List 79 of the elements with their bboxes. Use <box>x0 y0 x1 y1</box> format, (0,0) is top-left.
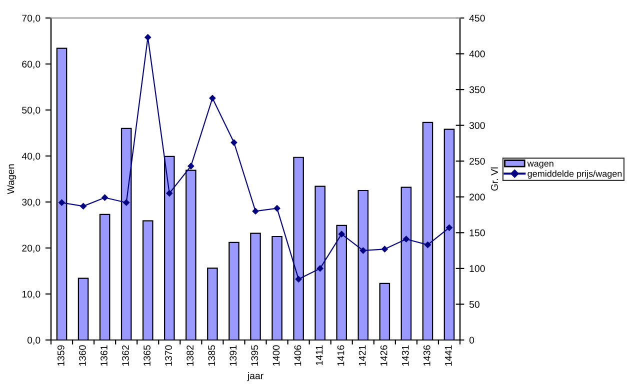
point <box>188 162 194 170</box>
point <box>209 94 216 102</box>
y-tick-label: 20,0 <box>22 244 40 253</box>
y2-tick-label: 0 <box>469 336 474 344</box>
x-tick-label: 1359 <box>57 345 64 366</box>
x-tick-label: 1421 <box>358 345 366 366</box>
x-tick-label: 1382 <box>186 345 194 366</box>
point <box>403 236 410 242</box>
y-axis-title: Wagen <box>7 164 16 194</box>
legend-label: wagen <box>527 162 554 168</box>
y-tick-label: 70,0 <box>22 14 40 23</box>
y2-tick-label: 250 <box>470 158 485 165</box>
x-tick-label: 1406 <box>294 345 302 366</box>
point <box>316 265 324 272</box>
y-tick-label: 10,0 <box>22 290 40 299</box>
y-tick-label: 0,0 <box>27 336 40 345</box>
point <box>424 242 431 248</box>
point <box>123 199 130 206</box>
point <box>144 34 152 40</box>
y-tick-label: 50,0 <box>22 106 40 115</box>
bar <box>314 186 326 340</box>
y2-tick-label: 150 <box>470 229 485 236</box>
bar <box>358 190 369 340</box>
point <box>80 203 86 210</box>
y2-tick-label: 450 <box>469 14 485 22</box>
legend-label: gemiddelde prijs/wagen <box>528 170 622 179</box>
y-tick-label: 60,0 <box>22 60 40 69</box>
bar <box>164 156 175 340</box>
y2-tick-label: 100 <box>470 265 485 272</box>
bar <box>272 236 282 340</box>
bar <box>78 278 89 340</box>
y2-tick-label: 50 <box>469 300 480 308</box>
x-tick-label: 1395 <box>251 345 258 366</box>
x-tick-label: 1441 <box>445 345 452 366</box>
point <box>274 205 280 212</box>
point <box>230 139 238 146</box>
y-tick-label: 30,0 <box>22 198 40 207</box>
bar <box>250 232 261 340</box>
point <box>102 194 108 201</box>
bar <box>186 170 196 340</box>
y-tick-label: 40,0 <box>22 152 40 161</box>
bar <box>207 268 218 340</box>
bar <box>228 242 240 340</box>
bar <box>293 156 304 340</box>
x-tick-label: 1385 <box>208 345 216 366</box>
x-tick-label: 1416 <box>337 345 344 366</box>
bar <box>400 186 412 340</box>
y2-tick-label: 350 <box>469 86 485 94</box>
bar <box>336 224 348 340</box>
x-tick-label: 1431 <box>402 345 409 366</box>
x-tick-label: 1361 <box>100 345 108 366</box>
point <box>58 199 65 206</box>
x-tick-label: 1426 <box>380 345 388 366</box>
x-tick-label: 1400 <box>272 345 280 366</box>
point <box>295 276 302 282</box>
bar <box>422 122 434 340</box>
x-tick-label: 1391 <box>230 345 237 366</box>
point <box>338 230 345 238</box>
bar <box>120 128 132 340</box>
point <box>166 190 173 196</box>
point <box>360 247 366 254</box>
bar <box>142 220 154 340</box>
bar <box>56 48 68 340</box>
x-axis-title: jaar <box>247 372 264 382</box>
x-tick-label: 1411 <box>316 345 323 366</box>
y2-axis-title: Gr. Vl <box>490 167 498 191</box>
point <box>252 208 259 214</box>
x-tick-label: 1436 <box>423 345 430 366</box>
bar <box>99 214 110 340</box>
point <box>446 224 452 231</box>
bar <box>379 282 390 340</box>
x-tick-label: 1360 <box>79 345 86 366</box>
y2-tick-label: 200 <box>470 194 485 201</box>
y2-tick-label: 300 <box>469 122 485 129</box>
x-tick-label: 1365 <box>144 345 150 366</box>
x-tick-label: 1370 <box>165 345 172 366</box>
point <box>382 246 388 252</box>
x-tick-label: 1362 <box>122 345 129 366</box>
y2-tick-label: 400 <box>469 50 485 58</box>
